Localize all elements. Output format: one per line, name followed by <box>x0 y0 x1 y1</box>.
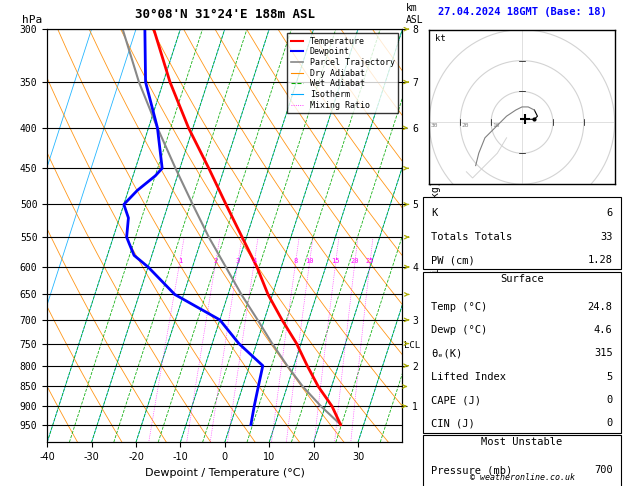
Text: 25: 25 <box>366 258 374 264</box>
Text: © weatheronline.co.uk: © weatheronline.co.uk <box>469 473 574 482</box>
Bar <box>423 435 621 486</box>
Text: Surface: Surface <box>500 274 544 284</box>
Legend: Temperature, Dewpoint, Parcel Trajectory, Dry Adiabat, Wet Adiabat, Isotherm, Mi: Temperature, Dewpoint, Parcel Trajectory… <box>287 34 398 113</box>
Text: K: K <box>431 208 438 219</box>
Text: 5: 5 <box>606 372 613 382</box>
Text: 3: 3 <box>236 258 240 264</box>
Text: 0: 0 <box>606 395 613 405</box>
Text: 315: 315 <box>594 348 613 359</box>
Text: PW (cm): PW (cm) <box>431 255 475 265</box>
Text: 0: 0 <box>606 418 613 429</box>
Text: 10: 10 <box>306 258 314 264</box>
Text: 8: 8 <box>294 258 298 264</box>
Text: Most Unstable: Most Unstable <box>481 437 562 448</box>
Bar <box>423 272 621 433</box>
Text: 1: 1 <box>178 258 182 264</box>
Text: 30°08'N 31°24'E 188m ASL: 30°08'N 31°24'E 188m ASL <box>135 8 314 21</box>
Text: CIN (J): CIN (J) <box>431 418 475 429</box>
Bar <box>423 197 621 269</box>
Text: Lifted Index: Lifted Index <box>431 372 506 382</box>
Text: 24.8: 24.8 <box>587 302 613 312</box>
Text: 1.28: 1.28 <box>587 255 613 265</box>
Text: 4.6: 4.6 <box>594 325 613 335</box>
Text: Temp (°C): Temp (°C) <box>431 302 487 312</box>
Text: 4: 4 <box>252 258 257 264</box>
Text: CAPE (J): CAPE (J) <box>431 395 481 405</box>
Text: LCL: LCL <box>404 341 420 350</box>
Text: 20: 20 <box>351 258 359 264</box>
Text: 15: 15 <box>331 258 340 264</box>
Text: 700: 700 <box>594 465 613 475</box>
Text: km
ASL: km ASL <box>406 3 423 25</box>
Text: hPa: hPa <box>22 15 43 25</box>
Text: θₑ(K): θₑ(K) <box>431 348 462 359</box>
Text: Pressure (mb): Pressure (mb) <box>431 465 513 475</box>
Text: 6: 6 <box>606 208 613 219</box>
Text: Totals Totals: Totals Totals <box>431 232 513 242</box>
Text: 33: 33 <box>600 232 613 242</box>
X-axis label: Dewpoint / Temperature (°C): Dewpoint / Temperature (°C) <box>145 468 304 478</box>
Text: 27.04.2024 18GMT (Base: 18): 27.04.2024 18GMT (Base: 18) <box>438 7 606 17</box>
Text: 2: 2 <box>214 258 218 264</box>
Text: Mixing Ratio (g/kg): Mixing Ratio (g/kg) <box>431 180 441 292</box>
Text: Dewp (°C): Dewp (°C) <box>431 325 487 335</box>
